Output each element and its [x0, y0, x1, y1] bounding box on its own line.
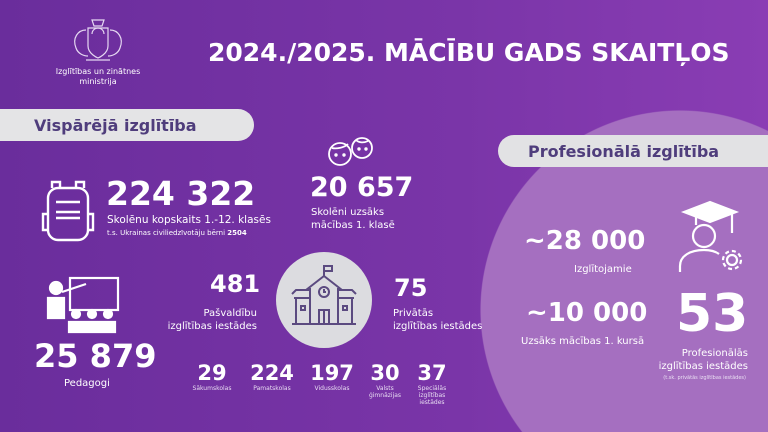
vocational-institutions-count: 53 [676, 284, 749, 344]
coat-of-arms-logo [74, 19, 122, 61]
private-label: Privātās [393, 308, 434, 319]
first-grade-label: Skolēni uzsāks [311, 207, 385, 218]
logo-text: Izglītības un zinātnes [55, 67, 141, 76]
page-title: 2024./2025. MĀCĪBU GADS SKAITĻOS [208, 38, 730, 67]
logo-text: ministrija [79, 76, 117, 86]
teachers-count: 25 879 [34, 337, 157, 375]
school-type-item: 29 Sākumskolas [192, 361, 232, 392]
school-type-item: 30 Valsts ģimnāzijas [368, 361, 402, 400]
municipal-label: izglītības iestādes [167, 320, 257, 332]
vocational-institutions-label: izglītības iestādes [658, 360, 748, 372]
ukraine-note: t.s. Ukrainas civiliedzīvotāju bērni [107, 229, 226, 237]
learners-count: ~28 000 [524, 226, 646, 256]
ukraine-count: 2504 [227, 229, 247, 237]
teacher-icon [46, 276, 120, 334]
private-label: izglītības iestādes [393, 320, 483, 332]
section-vocational: Profesionālā izglītība [498, 135, 768, 167]
school-type-item: 197 Vidusskolas [310, 361, 354, 392]
new-students-label: Uzsāks mācības 1. kursā [521, 336, 645, 347]
municipal-label: Pašvaldību [203, 308, 257, 319]
school-type-item: 224 Pamatskolas [250, 361, 294, 392]
students-total: 224 322 [106, 174, 256, 213]
students-label: Skolēnu kopskaits 1.-12. klasēs [107, 214, 271, 226]
graduate-icon [678, 200, 743, 272]
new-students-count: ~10 000 [526, 298, 648, 328]
vocational-institutions-label: Profesionālās [681, 348, 748, 359]
municipal-count: 481 [210, 270, 261, 298]
teachers-label: Pedagogi [64, 378, 110, 389]
school-type-item: 37 Speciālās izglītības iestādes [417, 361, 447, 407]
first-grade-label: mācības 1. klasē [311, 219, 395, 231]
section-general: Vispārējā izglītība [0, 109, 254, 141]
school-icon [291, 265, 357, 325]
private-count: 75 [394, 274, 428, 302]
vocational-note: (t.sk. privātās izglītības iestādes) [663, 375, 746, 381]
first-grade-count: 20 657 [310, 172, 414, 203]
children-icon [328, 137, 373, 166]
backpack-icon [41, 180, 95, 242]
learners-label: Izglītojamie [574, 264, 632, 275]
